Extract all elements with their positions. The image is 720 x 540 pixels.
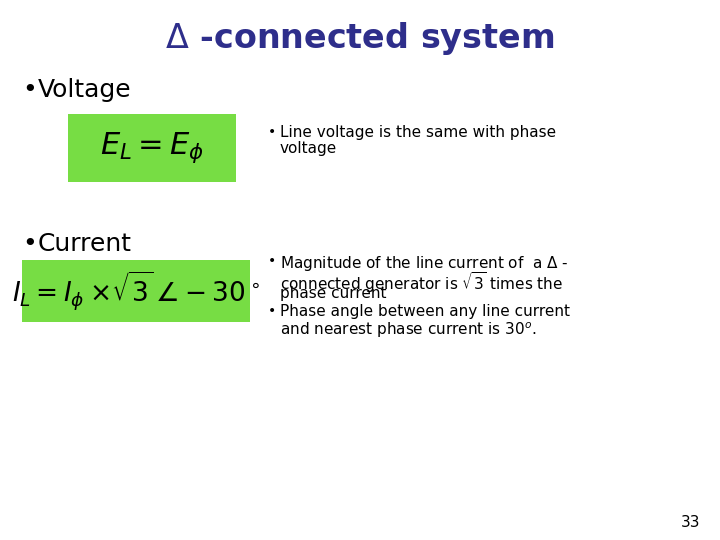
Text: •: •	[268, 254, 276, 268]
Text: •: •	[22, 232, 37, 256]
Text: voltage: voltage	[280, 141, 337, 156]
Text: •: •	[22, 78, 37, 102]
Text: and nearest phase current is 30$^o$.: and nearest phase current is 30$^o$.	[280, 320, 536, 340]
FancyBboxPatch shape	[22, 260, 250, 322]
Text: connected generator is $\sqrt{3}$ times the: connected generator is $\sqrt{3}$ times …	[280, 270, 563, 295]
Text: Voltage: Voltage	[38, 78, 132, 102]
Text: •: •	[268, 304, 276, 318]
Text: $I_L = I_\phi \times\!\sqrt{3}\,\angle -30^\circ$: $I_L = I_\phi \times\!\sqrt{3}\,\angle -…	[12, 269, 260, 313]
Text: Line voltage is the same with phase: Line voltage is the same with phase	[280, 125, 556, 140]
Text: Current: Current	[38, 232, 132, 256]
Text: $E_L = E_\phi$: $E_L = E_\phi$	[100, 131, 204, 165]
Text: Magnitude of the line current of  a $\Delta$ -: Magnitude of the line current of a $\Del…	[280, 254, 569, 273]
Text: phase current: phase current	[280, 286, 387, 301]
Text: $\Delta$ -connected system: $\Delta$ -connected system	[166, 20, 554, 57]
Text: •: •	[268, 125, 276, 139]
FancyBboxPatch shape	[68, 114, 236, 182]
Text: 33: 33	[680, 515, 700, 530]
Text: Phase angle between any line current: Phase angle between any line current	[280, 304, 570, 319]
